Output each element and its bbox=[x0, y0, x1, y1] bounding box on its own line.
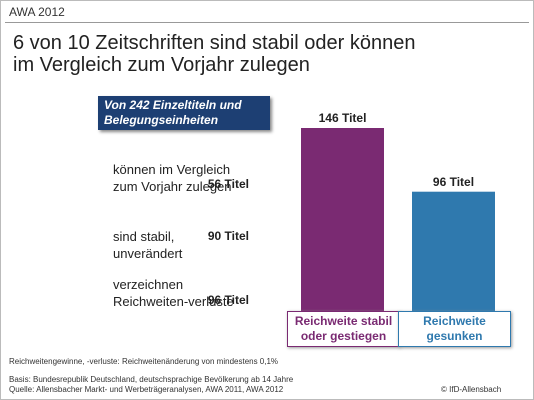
row-label: können im Vergleich zum Vorjahr zulegen bbox=[113, 162, 232, 194]
row-label: sind stabil, unverändert bbox=[113, 229, 183, 261]
category-label: Reichweite stabil oder gestiegen bbox=[287, 311, 400, 347]
source: Quelle: Allensbacher Markt- und Werbeträ… bbox=[9, 385, 284, 394]
chart-title: 6 von 10 Zeitschriften sind stabil oder … bbox=[13, 32, 416, 54]
breakdown-heading: Von 242 Einzeltiteln und Belegungseinhei… bbox=[98, 96, 270, 130]
bar bbox=[412, 191, 495, 314]
header: AWA 2012 bbox=[9, 5, 65, 19]
value-label: 96 Titel bbox=[432, 174, 475, 189]
category-label: Reichweite gesunken bbox=[398, 311, 511, 347]
row-label: verzeichnen Reichweiten-verluste bbox=[113, 277, 234, 309]
basis: Basis: Bundesrepublik Deutschland, deuts… bbox=[9, 375, 294, 384]
header-rule bbox=[5, 22, 529, 23]
chart-title: im Vergleich zum Vorjahr zulegen bbox=[13, 54, 310, 76]
bar bbox=[301, 128, 384, 314]
value-label: 146 Titel bbox=[318, 111, 367, 125]
row-value: 96 Titel bbox=[207, 293, 249, 307]
copyright: © IfD-Allensbach bbox=[441, 385, 502, 394]
row-value: 90 Titel bbox=[207, 229, 249, 243]
note: Reichweitengewinne, -verluste: Reichweit… bbox=[9, 357, 279, 366]
row-value: 56 Titel bbox=[207, 177, 249, 191]
